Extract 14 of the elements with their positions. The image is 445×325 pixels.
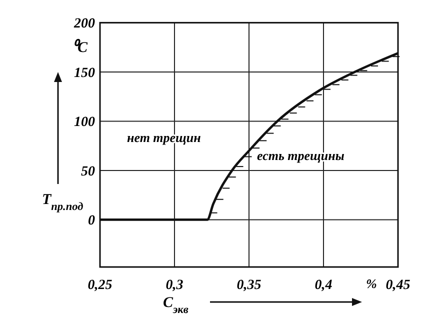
y-tick-label: 150 xyxy=(74,66,95,81)
x-tick-label: 0,35 xyxy=(236,278,262,293)
y-axis-title: T$_{пр.под}$ xyxy=(42,192,84,213)
x-tick-label: 0,45 xyxy=(386,278,410,293)
y-tick-label: 50 xyxy=(81,164,95,180)
y-tick-label: 0 xyxy=(88,214,95,229)
x-axis-title: C$_{экв}$ xyxy=(163,295,188,316)
x-tick-label: 0,4 xyxy=(314,278,332,293)
text: % xyxy=(366,276,377,291)
text: ⁰C xyxy=(72,38,88,56)
x-tick-label: 0,3 xyxy=(166,278,184,293)
x-tick-label: 0,25 xyxy=(88,278,112,293)
y-tick-label: 100 xyxy=(74,115,95,130)
y-tick-label: 200 xyxy=(73,16,95,32)
